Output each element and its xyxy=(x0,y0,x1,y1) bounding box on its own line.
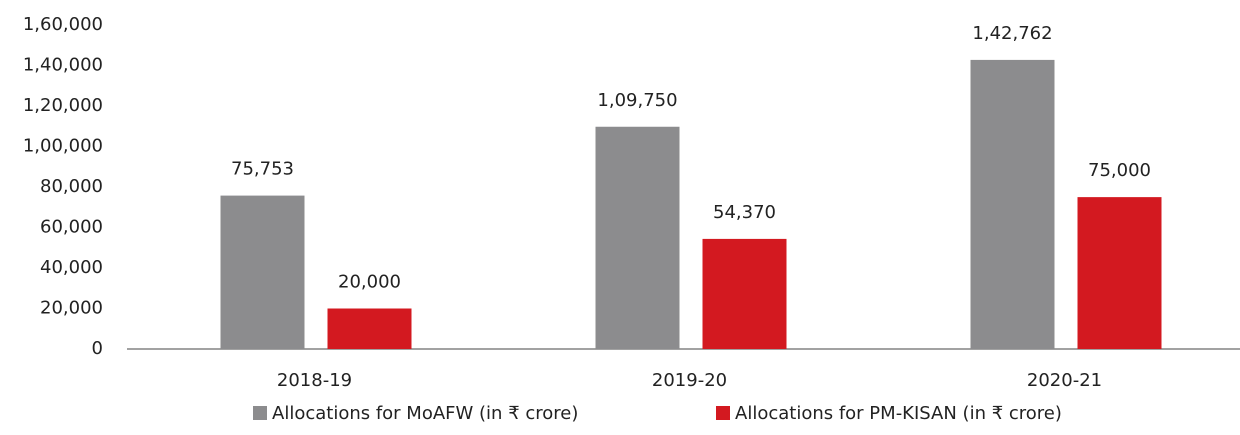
y-tick-label: 20,000 xyxy=(40,298,103,319)
data-label: 75,753 xyxy=(231,159,294,180)
data-label: 75,000 xyxy=(1088,160,1151,181)
bar xyxy=(702,238,787,349)
y-tick-label: 1,40,000 xyxy=(23,55,103,76)
y-tick-label: 1,00,000 xyxy=(23,136,103,157)
bar xyxy=(327,308,412,349)
y-tick-label: 60,000 xyxy=(40,217,103,238)
x-tick-label: 2019-20 xyxy=(652,370,727,391)
y-tick-label: 80,000 xyxy=(40,176,103,197)
legend-label: Allocations for MoAFW (in ₹ crore) xyxy=(272,403,578,424)
data-label: 20,000 xyxy=(338,272,401,293)
bar xyxy=(595,126,680,349)
bar xyxy=(970,59,1055,349)
legend-swatch xyxy=(716,406,730,420)
x-tick-label: 2018-19 xyxy=(277,370,352,391)
y-tick-label: 0 xyxy=(92,338,103,359)
legend-swatch xyxy=(253,406,267,420)
y-tick-label: 1,20,000 xyxy=(23,95,103,116)
legend-label: Allocations for PM-KISAN (in ₹ crore) xyxy=(735,403,1062,424)
bar xyxy=(220,195,305,349)
bar xyxy=(1077,197,1162,349)
data-label: 1,42,762 xyxy=(972,23,1052,44)
x-tick-label: 2020-21 xyxy=(1027,370,1102,391)
data-label: 1,09,750 xyxy=(597,90,677,111)
data-label: 54,370 xyxy=(713,202,776,223)
y-tick-label: 40,000 xyxy=(40,257,103,278)
y-tick-label: 1,60,000 xyxy=(23,14,103,35)
